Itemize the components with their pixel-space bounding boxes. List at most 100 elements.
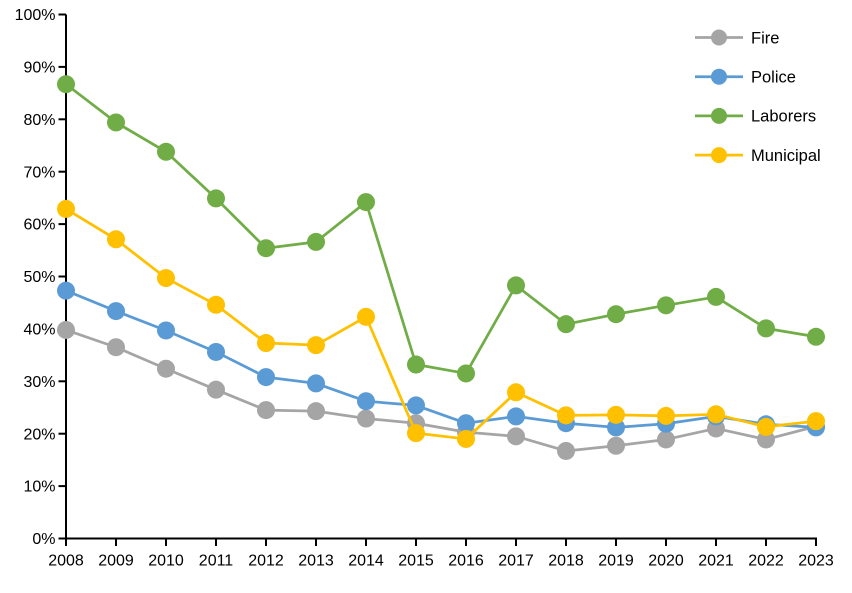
data-point-laborers-2017 bbox=[507, 276, 525, 295]
series-fire bbox=[57, 320, 825, 460]
data-point-municipal-2016 bbox=[457, 429, 475, 448]
data-point-police-2011 bbox=[207, 342, 225, 361]
series-laborers bbox=[57, 75, 825, 383]
data-point-fire-2018 bbox=[557, 441, 575, 460]
data-point-police-2012 bbox=[257, 368, 275, 387]
y-tick-label: 80% bbox=[23, 112, 55, 129]
data-point-police-2016 bbox=[457, 414, 475, 433]
data-point-laborers-2015 bbox=[407, 355, 425, 374]
data-point-laborers-2023 bbox=[807, 327, 825, 346]
x-tick-label: 2016 bbox=[448, 553, 484, 570]
series-line-municipal bbox=[65, 207, 817, 441]
y-tick-label: 40% bbox=[23, 322, 55, 339]
x-tick-label: 2008 bbox=[48, 553, 84, 570]
legend-label: Police bbox=[751, 68, 796, 86]
x-tick-label: 2023 bbox=[798, 553, 834, 570]
data-point-municipal-2013 bbox=[307, 336, 325, 355]
data-point-fire-2010 bbox=[157, 359, 175, 378]
x-tick-label: 2021 bbox=[698, 553, 734, 570]
y-tick-label: 100% bbox=[15, 7, 56, 24]
legend-marker bbox=[711, 107, 727, 124]
data-point-laborers-2008 bbox=[57, 75, 75, 94]
data-point-laborers-2014 bbox=[357, 193, 375, 212]
data-point-fire-2013 bbox=[307, 402, 325, 421]
data-point-fire-2012 bbox=[257, 401, 275, 420]
legend-marker bbox=[711, 29, 727, 46]
y-tick-label: 60% bbox=[23, 217, 55, 234]
data-point-municipal-2011 bbox=[207, 295, 225, 314]
x-tick-label: 2014 bbox=[348, 553, 384, 570]
legend-item-laborers: Laborers bbox=[695, 108, 816, 126]
series-line-laborers bbox=[65, 83, 817, 375]
y-tick-label: 0% bbox=[32, 531, 55, 548]
legend-label: Municipal bbox=[751, 147, 821, 165]
series-line-police bbox=[65, 289, 817, 429]
legend-item-municipal: Municipal bbox=[695, 147, 821, 165]
data-point-laborers-2020 bbox=[657, 296, 675, 315]
data-point-municipal-2023 bbox=[807, 412, 825, 431]
data-point-municipal-2014 bbox=[357, 307, 375, 326]
x-axis: 2008 2009 2010 2011 2012 2013 2014 2015 2016 2017… bbox=[48, 537, 834, 570]
data-point-laborers-2013 bbox=[307, 232, 325, 251]
data-point-fire-2014 bbox=[357, 409, 375, 428]
data-point-police-2010 bbox=[157, 321, 175, 340]
data-point-fire-2020 bbox=[657, 430, 675, 449]
data-point-municipal-2021 bbox=[707, 405, 725, 424]
x-tick-label: 2015 bbox=[398, 553, 434, 570]
x-tick-label: 2010 bbox=[148, 553, 184, 570]
data-point-municipal-2019 bbox=[607, 405, 625, 424]
x-tick-label: 2012 bbox=[248, 553, 284, 570]
data-point-municipal-2020 bbox=[657, 406, 675, 425]
data-point-fire-2009 bbox=[107, 338, 125, 357]
data-point-laborers-2022 bbox=[757, 319, 775, 338]
data-point-laborers-2021 bbox=[707, 287, 725, 306]
x-tick-label: 2009 bbox=[98, 553, 134, 570]
data-point-police-2009 bbox=[107, 302, 125, 321]
data-point-fire-2019 bbox=[607, 436, 625, 455]
y-tick-label: 20% bbox=[23, 426, 55, 443]
x-tick-label: 2018 bbox=[548, 553, 584, 570]
y-tick-label: 30% bbox=[23, 374, 55, 391]
x-tick-label: 2020 bbox=[648, 553, 684, 570]
data-point-municipal-2022 bbox=[757, 417, 775, 436]
legend-label: Fire bbox=[751, 29, 779, 47]
x-tick-label: 2013 bbox=[298, 553, 334, 570]
data-point-fire-2011 bbox=[207, 380, 225, 399]
y-tick-label: 70% bbox=[23, 164, 55, 181]
data-point-fire-2008 bbox=[57, 320, 75, 339]
data-point-laborers-2012 bbox=[257, 239, 275, 258]
x-tick-label: 2022 bbox=[748, 553, 784, 570]
data-point-laborers-2018 bbox=[557, 315, 575, 334]
data-point-municipal-2009 bbox=[107, 230, 125, 249]
legend-marker bbox=[711, 68, 727, 85]
data-point-laborers-2016 bbox=[457, 364, 475, 383]
data-point-police-2013 bbox=[307, 374, 325, 393]
data-point-laborers-2019 bbox=[607, 305, 625, 324]
data-point-fire-2022 bbox=[757, 430, 775, 449]
legend-marker bbox=[711, 147, 727, 164]
data-point-municipal-2008 bbox=[57, 199, 75, 218]
y-tick-label: 90% bbox=[23, 60, 55, 77]
data-point-laborers-2010 bbox=[157, 142, 175, 161]
data-point-police-2014 bbox=[357, 392, 375, 411]
y-tick-label: 10% bbox=[23, 479, 55, 496]
data-point-fire-2017 bbox=[507, 427, 525, 446]
x-tick-label: 2019 bbox=[598, 553, 634, 570]
legend: Fire Police Laborers Municipal bbox=[695, 29, 821, 165]
data-point-police-2015 bbox=[407, 396, 425, 415]
legend-item-fire: Fire bbox=[695, 29, 779, 47]
data-point-municipal-2015 bbox=[407, 424, 425, 443]
series-line-fire bbox=[65, 328, 817, 453]
data-point-municipal-2017 bbox=[507, 383, 525, 402]
y-tick-label: 50% bbox=[23, 269, 55, 286]
data-point-laborers-2009 bbox=[107, 113, 125, 132]
data-point-laborers-2011 bbox=[207, 189, 225, 208]
legend-item-police: Police bbox=[695, 68, 796, 86]
x-tick-label: 2017 bbox=[498, 553, 534, 570]
y-axis: 0% 10% 20% 30% 40% 50% 60% 70% 80% 90% 100% bbox=[15, 7, 67, 548]
data-point-municipal-2018 bbox=[557, 406, 575, 425]
data-point-municipal-2012 bbox=[257, 334, 275, 353]
data-point-police-2008 bbox=[57, 281, 75, 300]
